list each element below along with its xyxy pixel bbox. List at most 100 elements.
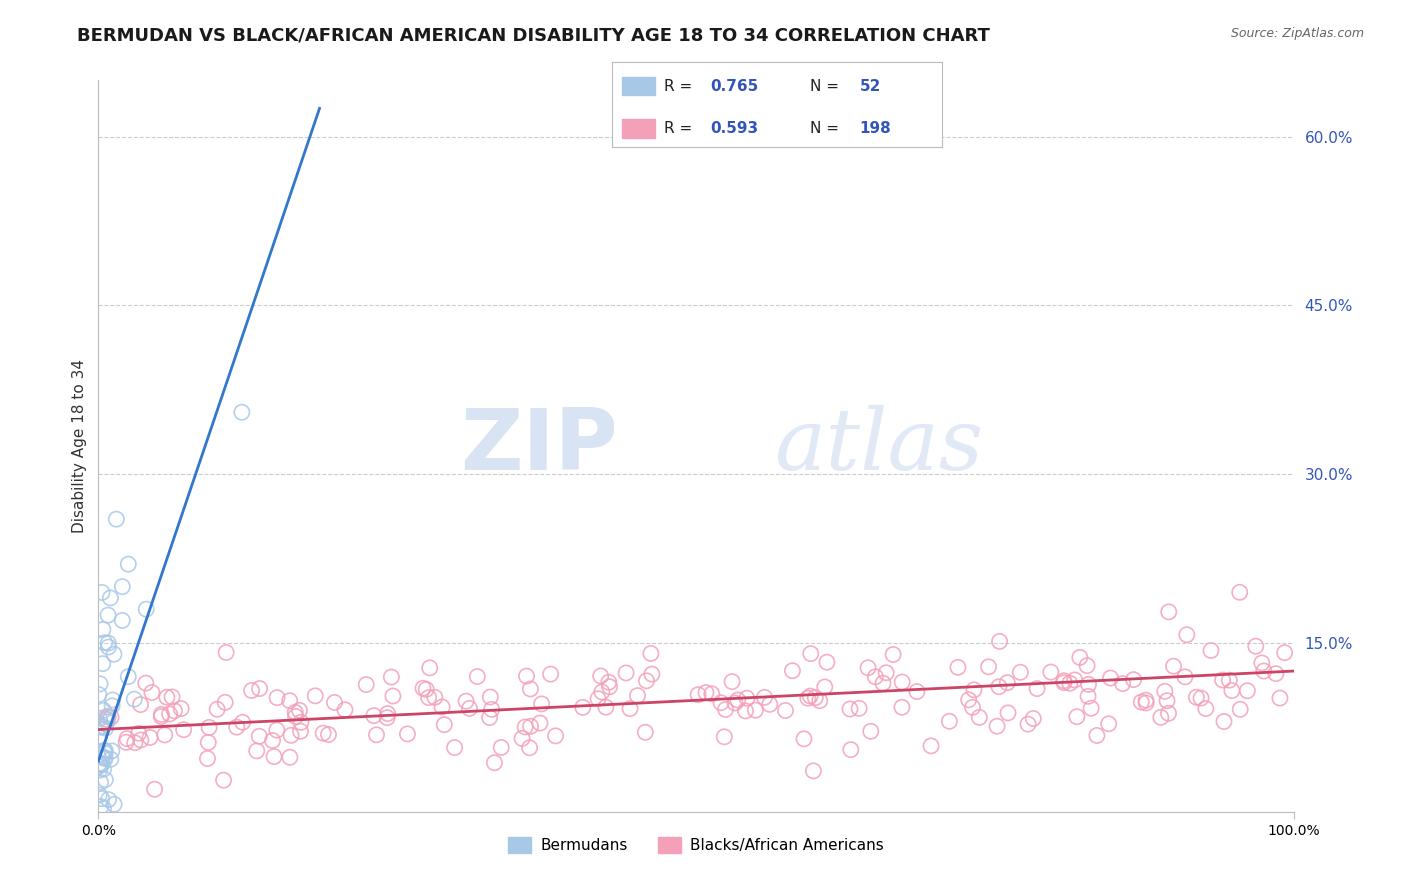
- Point: [1150, 710, 1173, 724]
- Point: [1066, 709, 1088, 723]
- Point: [793, 731, 815, 746]
- Point: [278, 694, 301, 708]
- Point: [143, 782, 166, 797]
- Point: [1063, 673, 1085, 687]
- Point: [995, 675, 1018, 690]
- Bar: [621, 77, 655, 95]
- Point: [1244, 639, 1267, 653]
- Point: [430, 700, 453, 714]
- Point: [94, 751, 117, 765]
- Point: [510, 731, 533, 746]
- Point: [135, 676, 157, 690]
- Point: [115, 735, 138, 749]
- Point: [396, 727, 419, 741]
- Point: [415, 682, 437, 697]
- Point: [205, 702, 228, 716]
- Point: [1185, 690, 1208, 705]
- Point: [859, 724, 882, 739]
- Point: [89, 758, 111, 772]
- Point: [212, 773, 235, 788]
- Point: [465, 669, 488, 683]
- Bar: [621, 120, 655, 138]
- Point: [91, 719, 114, 733]
- Point: [90, 775, 112, 789]
- Point: [225, 720, 247, 734]
- Point: [1195, 701, 1218, 715]
- Point: [724, 696, 747, 710]
- Point: [117, 670, 139, 684]
- Point: [713, 730, 735, 744]
- Point: [1250, 656, 1272, 670]
- Point: [249, 681, 271, 696]
- Point: [882, 648, 904, 662]
- Point: [1268, 691, 1291, 706]
- Point: [775, 704, 797, 718]
- Point: [159, 706, 181, 721]
- Point: [98, 591, 122, 605]
- Point: [150, 707, 173, 722]
- Point: [266, 690, 288, 705]
- Point: [1026, 681, 1049, 696]
- Point: [96, 709, 118, 723]
- Point: [1174, 670, 1197, 684]
- Point: [333, 703, 356, 717]
- Point: [1111, 676, 1133, 690]
- Point: [714, 702, 737, 716]
- Point: [89, 711, 111, 725]
- Point: [290, 724, 312, 739]
- Point: [90, 791, 112, 805]
- Point: [266, 723, 288, 737]
- Point: [865, 670, 887, 684]
- Point: [89, 757, 111, 772]
- Point: [135, 602, 157, 616]
- Point: [626, 689, 648, 703]
- Point: [214, 695, 236, 709]
- Point: [1069, 650, 1091, 665]
- Point: [312, 726, 335, 740]
- Point: [529, 716, 551, 731]
- Point: [920, 739, 942, 753]
- Point: [1175, 628, 1198, 642]
- Point: [100, 752, 122, 766]
- Point: [163, 704, 186, 718]
- Text: 52: 52: [859, 78, 880, 94]
- Point: [290, 715, 312, 730]
- Point: [1099, 671, 1122, 685]
- Point: [91, 657, 114, 671]
- Point: [1022, 711, 1045, 725]
- Point: [1229, 585, 1251, 599]
- Point: [986, 719, 1008, 733]
- Text: 198: 198: [859, 121, 891, 136]
- Point: [117, 557, 139, 571]
- Point: [489, 740, 512, 755]
- Text: R =: R =: [665, 121, 697, 136]
- Text: atlas: atlas: [773, 405, 983, 487]
- Point: [91, 756, 114, 771]
- Point: [97, 640, 120, 654]
- Point: [891, 700, 914, 714]
- Point: [101, 744, 124, 758]
- Legend: Bermudans, Blacks/African Americans: Bermudans, Blacks/African Americans: [502, 830, 890, 859]
- Point: [484, 756, 506, 770]
- Point: [481, 702, 503, 716]
- Point: [695, 685, 717, 699]
- Point: [443, 740, 465, 755]
- Text: 0.593: 0.593: [710, 121, 759, 136]
- Point: [641, 667, 664, 681]
- Point: [100, 710, 122, 724]
- Point: [1039, 665, 1062, 679]
- Point: [1157, 706, 1180, 721]
- Point: [141, 685, 163, 699]
- Point: [839, 702, 862, 716]
- Point: [89, 677, 111, 691]
- Point: [758, 698, 780, 712]
- Point: [232, 715, 254, 730]
- Point: [278, 750, 301, 764]
- Point: [412, 681, 434, 696]
- Point: [129, 698, 152, 712]
- Point: [93, 743, 115, 757]
- Point: [735, 691, 758, 706]
- Point: [540, 667, 562, 681]
- Point: [91, 623, 114, 637]
- Point: [586, 691, 609, 706]
